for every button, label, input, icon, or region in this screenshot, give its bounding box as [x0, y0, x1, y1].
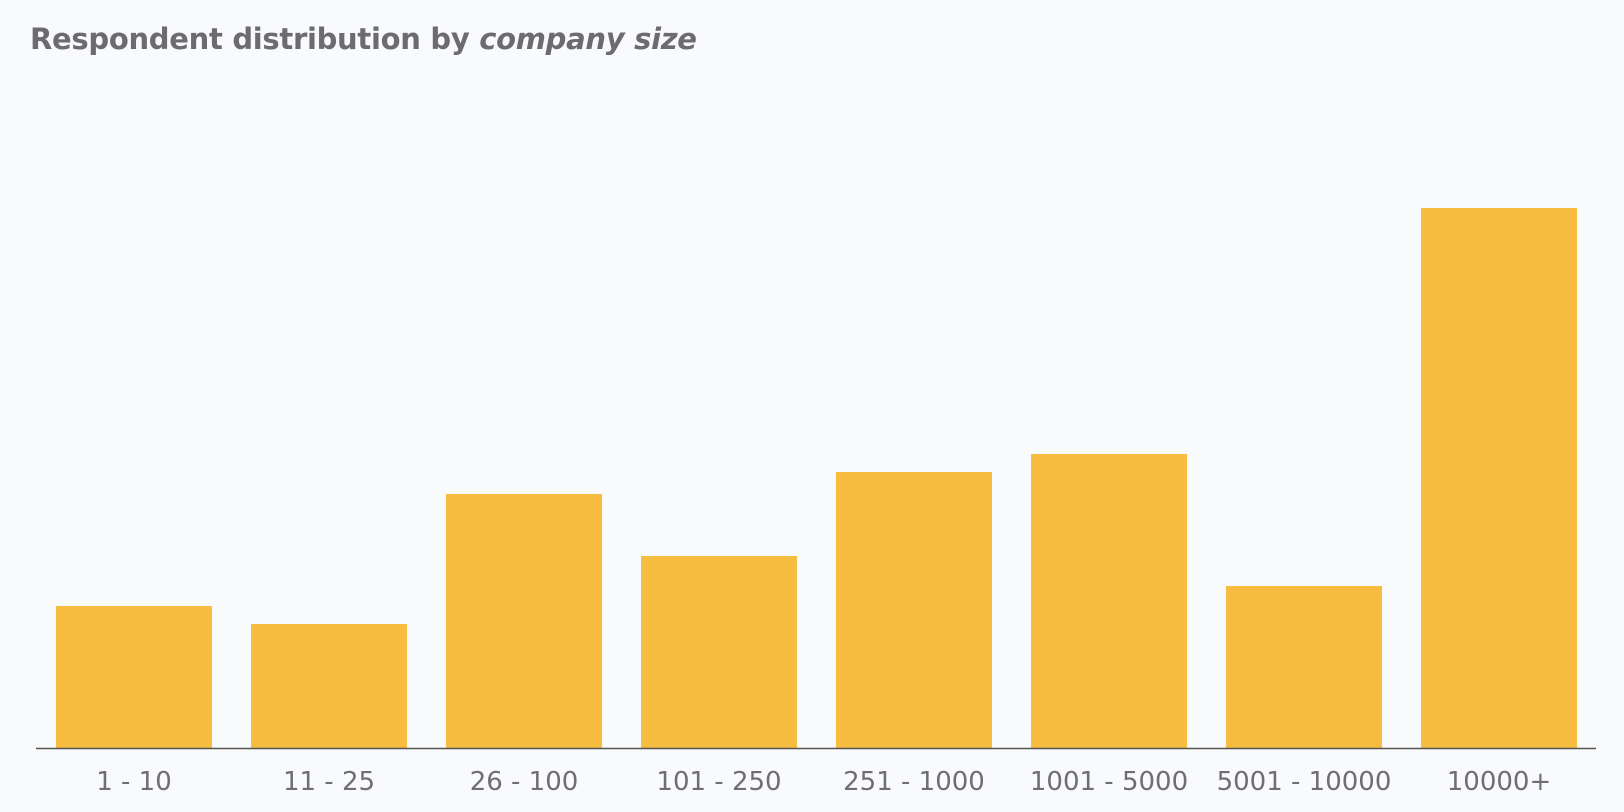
bar-1-10 — [56, 606, 212, 748]
bar-101-250 — [641, 556, 797, 748]
bar-5001-10000 — [1226, 586, 1382, 748]
chart-title-text: Respondent distribution by — [30, 22, 470, 56]
bar-10000 — [1421, 208, 1577, 748]
x-tick-label: 1 - 10 — [96, 767, 172, 797]
bar-251-1000 — [836, 472, 992, 748]
x-tick-label: 5001 - 10000 — [1217, 767, 1392, 797]
x-tick-label: 251 - 1000 — [843, 767, 985, 797]
x-tick-label: 10000+ — [1447, 767, 1552, 797]
x-tick-label: 101 - 250 — [656, 767, 781, 797]
chart-title: Respondent distribution by company size — [30, 22, 697, 56]
bar-1001-5000 — [1031, 454, 1187, 748]
x-tick-labels: 1 - 10 11 - 25 26 - 100 101 - 250 251 - 1000… — [96, 767, 1551, 797]
bar-26-100 — [446, 494, 602, 748]
chart-title-emphasis: company size — [479, 22, 697, 56]
x-tick-label: 26 - 100 — [470, 767, 579, 797]
x-tick-label: 1001 - 5000 — [1030, 767, 1188, 797]
bars-group — [56, 208, 1577, 748]
bar-11-25 — [251, 624, 407, 748]
x-tick-label: 11 - 25 — [283, 767, 375, 797]
